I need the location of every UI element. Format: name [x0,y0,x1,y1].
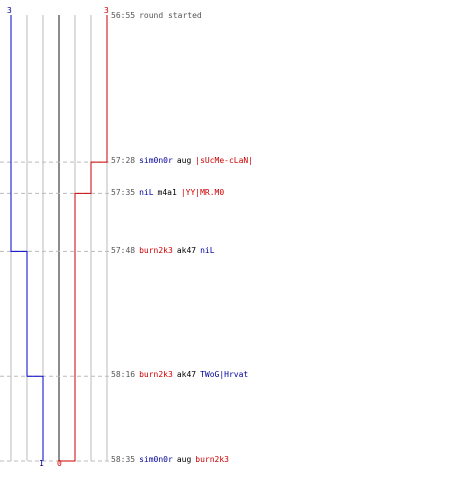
victim-name: |sUcMe-cLaN| [195,156,254,165]
red-start-count: 3 [104,6,109,15]
victim-name: TWoG|Hrvat [200,370,249,379]
round-start-row: 56:55 round started [111,10,206,22]
killer-name: sim0n0r [139,156,173,165]
victim-name: niL [200,246,215,255]
kill-event-row: 58:35 sim0n0r aug burn2k3 [111,454,233,466]
blue-end-count: 1 [39,459,44,468]
weapon-name: ak47 [176,370,197,379]
victim-name: |YY|MR.M0 [180,188,225,197]
event-time: 57:35 [111,188,136,197]
victim-name: burn2k3 [195,455,229,464]
kill-event-row: 57:48 burn2k3 ak47 niL [111,245,219,257]
red-end-count: 0 [57,459,62,468]
event-guide-lines [0,161,110,462]
round-start-note: round started [139,11,202,20]
blue-start-count: 3 [7,6,12,15]
grid-lines [10,15,108,461]
killer-name: sim0n0r [139,455,173,464]
event-time: 58:35 [111,455,136,464]
killer-name: niL [139,188,154,197]
weapon-name: aug [176,156,192,165]
weapon-name: ak47 [176,246,197,255]
event-time: 58:16 [111,370,136,379]
weapon-name: aug [176,455,192,464]
red-team-alive-line [59,15,108,462]
killer-name: burn2k3 [139,370,173,379]
blue-team-alive-line [10,15,44,461]
event-time: 56:55 [111,11,136,20]
weapon-name: m4a1 [157,188,177,197]
kill-event-row: 57:28 sim0n0r aug |sUcMe-cLaN| [111,155,257,167]
event-time: 57:28 [111,156,136,165]
killer-name: burn2k3 [139,246,173,255]
kill-event-row: 58:16 burn2k3 ak47 TWoG|Hrvat [111,369,252,381]
event-time: 57:48 [111,246,136,255]
kill-event-row: 57:35 niL m4a1 |YY|MR.M0 [111,187,228,199]
